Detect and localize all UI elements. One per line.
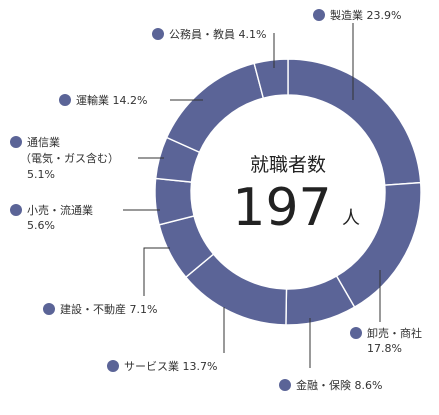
label-construction: 建設・不動産 7.1% [60, 302, 157, 316]
label-markers [10, 9, 362, 391]
marker-finance [279, 379, 291, 391]
marker-public [152, 28, 164, 40]
center-value: 197 [232, 178, 331, 238]
marker-transport [59, 94, 71, 106]
marker-construction [43, 303, 55, 315]
label-finance: 金融・保険 8.6% [296, 378, 382, 392]
slice-8 [253, 58, 289, 100]
slice-5 [154, 177, 195, 226]
marker-service [107, 360, 119, 372]
value-retail: 5.6% [27, 219, 55, 232]
center-unit: 人 [342, 208, 360, 229]
slices-group [154, 58, 422, 326]
slice-1 [335, 181, 422, 309]
marker-retail [10, 204, 22, 216]
slice-7 [165, 62, 265, 154]
label-retail: 小売・流通業 [27, 203, 93, 217]
marker-telecom [10, 136, 22, 148]
label-public: 公務員・教員 4.1% [169, 27, 266, 41]
value-wholesale: 17.8% [367, 342, 402, 355]
label-manufacturing: 製造業 23.9% [330, 8, 401, 22]
label-telecom: 通信業 [27, 136, 60, 149]
leader-lines [123, 23, 381, 368]
label-service: サービス業 13.7% [124, 360, 217, 373]
marker-wholesale [350, 327, 362, 339]
center-title: 就職者数 [250, 154, 326, 176]
leader-line-construction [143, 247, 170, 296]
marker-manufacturing [313, 9, 325, 21]
label-transport: 運輸業 14.2% [76, 93, 147, 107]
label-wholesale: 卸売・商社 [367, 326, 422, 340]
sublabel-telecom: （電気・ガス含む） [20, 151, 119, 165]
value-telecom: 5.1% [27, 168, 55, 181]
